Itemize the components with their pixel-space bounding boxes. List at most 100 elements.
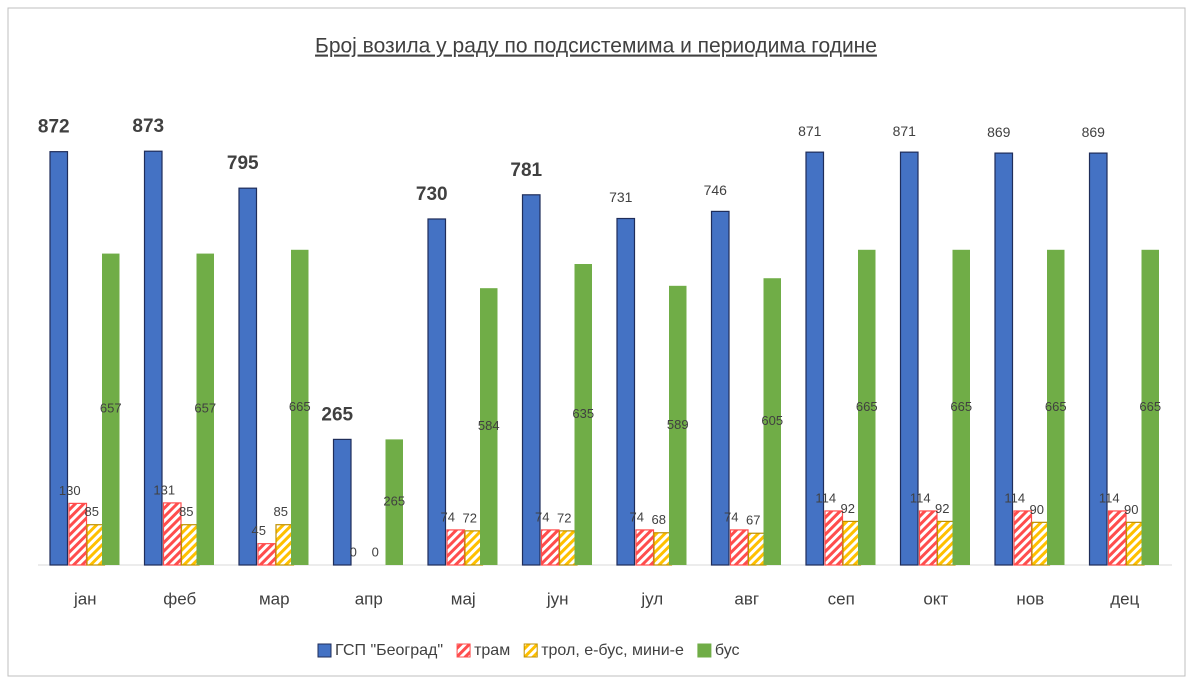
data-label: 90 (1030, 502, 1044, 517)
data-label: 0 (350, 544, 357, 559)
x-tick-label: нов (1016, 589, 1044, 608)
x-tick-label: окт (923, 589, 948, 608)
data-label: 731 (609, 189, 633, 205)
data-label: 657 (100, 401, 122, 416)
data-label: 589 (667, 417, 689, 432)
bar (275, 524, 295, 566)
bar (558, 530, 578, 566)
x-tick-label: јул (640, 589, 663, 608)
bar (446, 529, 466, 566)
bar (729, 529, 749, 566)
data-label: 657 (194, 401, 216, 416)
legend-swatch (456, 643, 471, 658)
data-label: 114 (1004, 490, 1025, 505)
data-label: 869 (1082, 124, 1106, 140)
bar (1047, 249, 1065, 566)
data-label: 746 (704, 182, 728, 198)
legend-label: трам (474, 642, 510, 659)
x-tick-label: јун (546, 589, 569, 608)
bar (291, 249, 309, 566)
bar (1031, 521, 1051, 566)
data-label: 92 (841, 501, 855, 516)
bar (653, 532, 673, 566)
bar (86, 524, 106, 566)
data-label: 665 (856, 399, 878, 414)
bar (899, 151, 919, 566)
bar (102, 253, 120, 565)
data-label: 635 (572, 406, 594, 421)
bar (480, 288, 498, 565)
bar (824, 510, 844, 566)
data-label: 74 (724, 509, 738, 524)
data-label: 92 (935, 501, 949, 516)
data-label: 730 (416, 184, 448, 205)
data-label: 795 (227, 153, 259, 174)
data-label: 68 (652, 512, 666, 527)
bar (842, 520, 862, 566)
bar (936, 520, 956, 566)
bar (1125, 521, 1145, 566)
legend-label: ГСП "Београд" (335, 642, 443, 659)
bar (385, 439, 403, 565)
bar (747, 532, 767, 566)
data-label: 605 (761, 413, 783, 428)
data-label: 781 (510, 160, 542, 181)
data-label: 665 (289, 399, 311, 414)
x-tick-label: авг (734, 589, 759, 608)
legend-label: трол, е-бус, мини-е (541, 642, 684, 659)
data-label: 72 (463, 510, 477, 525)
data-label: 265 (383, 494, 405, 509)
data-label: 74 (441, 509, 455, 524)
bar (669, 285, 687, 565)
data-label: 85 (274, 504, 288, 519)
bar (427, 218, 447, 566)
data-label: 873 (132, 116, 164, 137)
bar (464, 530, 484, 566)
data-label: 85 (85, 504, 99, 519)
chart-title: Број возила у раду по подсистемима и пер… (315, 35, 877, 58)
data-label: 74 (535, 509, 549, 524)
data-label: 665 (1045, 399, 1067, 414)
bar (858, 249, 876, 566)
bar (1088, 152, 1108, 566)
x-tick-label: мај (451, 589, 476, 608)
bar (805, 151, 825, 566)
bar (143, 150, 163, 566)
legend-swatch (697, 643, 712, 658)
legend-label: бус (715, 642, 740, 659)
legend-swatch (523, 643, 538, 658)
data-label: 85 (179, 504, 193, 519)
bar (332, 438, 352, 566)
bar (1013, 510, 1033, 566)
data-label: 114 (1099, 490, 1120, 505)
data-label: 871 (798, 123, 822, 139)
bar (994, 152, 1014, 566)
data-label: 665 (950, 399, 972, 414)
bar (180, 524, 200, 566)
bar (238, 187, 258, 566)
bar (1107, 510, 1127, 566)
x-tick-label: сеп (828, 589, 855, 608)
x-tick-label: мар (259, 589, 290, 608)
data-label: 265 (321, 404, 353, 425)
bar (710, 210, 730, 566)
data-label: 872 (38, 117, 70, 138)
data-label: 584 (478, 418, 500, 433)
data-label: 130 (59, 483, 81, 498)
x-tick-label: апр (355, 589, 383, 608)
x-tick-label: дец (1110, 589, 1139, 608)
data-label: 0 (372, 544, 379, 559)
data-label: 871 (893, 123, 917, 139)
bar (196, 253, 214, 565)
data-label: 869 (987, 124, 1011, 140)
bar (521, 194, 541, 566)
data-label: 665 (1139, 399, 1161, 414)
bar (616, 217, 636, 566)
x-tick-label: јан (73, 589, 97, 608)
bar (49, 151, 69, 566)
data-label: 67 (746, 513, 760, 528)
bar (540, 529, 560, 566)
data-label: 72 (557, 510, 571, 525)
bar (763, 278, 781, 565)
